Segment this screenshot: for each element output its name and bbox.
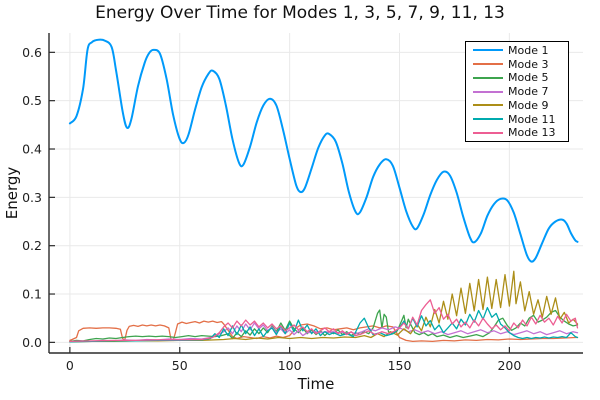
x-tick-label: 200 bbox=[497, 358, 521, 373]
series-group bbox=[68, 38, 579, 343]
y-tick-label: 0.6 bbox=[22, 45, 42, 60]
y-tick-label: 0.5 bbox=[22, 93, 42, 108]
legend-item-mode-9: Mode 9 bbox=[466, 99, 568, 112]
legend-line-swatch bbox=[473, 118, 503, 120]
legend-label: Mode 5 bbox=[508, 71, 549, 85]
legend-item-mode-3: Mode 3 bbox=[466, 58, 568, 71]
series-mode-11 bbox=[69, 306, 579, 343]
x-axis-label: Time bbox=[297, 375, 335, 393]
legend-label: Mode 1 bbox=[508, 43, 549, 57]
legend-label: Mode 13 bbox=[508, 126, 556, 140]
x-tick-label: 100 bbox=[278, 358, 302, 373]
legend-item-mode-7: Mode 7 bbox=[466, 85, 568, 98]
series-mode-3 bbox=[69, 320, 579, 343]
legend-line-swatch bbox=[473, 63, 503, 65]
series-mode-13 bbox=[69, 299, 579, 343]
legend-label: Mode 3 bbox=[508, 57, 549, 71]
x-tick-label: 50 bbox=[172, 358, 188, 373]
legend-item-mode-1: Mode 1 bbox=[466, 44, 568, 57]
legend-item-mode-5: Mode 5 bbox=[466, 71, 568, 84]
legend-line-swatch bbox=[473, 104, 503, 107]
legend-label: Mode 7 bbox=[508, 85, 549, 98]
legend: Mode 1 Mode 3 Mode 5 Mode 7 Mode 9 Mode 11 Mod… bbox=[465, 41, 569, 142]
legend-item-mode-11: Mode 11 bbox=[466, 113, 568, 126]
y-tick-label: 0.4 bbox=[22, 142, 42, 157]
chart-title: Energy Over Time for Modes 1, 3, 5, 7, 9… bbox=[95, 3, 505, 23]
y-tick-label: 0.2 bbox=[22, 238, 42, 253]
series-mode-1 bbox=[68, 38, 579, 263]
y-tick-label: 0.0 bbox=[22, 335, 42, 350]
legend-label: Mode 11 bbox=[508, 112, 556, 126]
x-tick-label: 0 bbox=[66, 358, 74, 373]
legend-item-mode-13: Mode 13 bbox=[466, 126, 568, 139]
y-tick-label: 0.3 bbox=[22, 190, 42, 205]
axes: 0 50 100 150 200 0.0 0.1 0.2 0.3 0.4 0.5 0.6 bbox=[22, 33, 583, 373]
legend-line-swatch bbox=[473, 131, 503, 134]
x-tick-label: 150 bbox=[388, 358, 412, 373]
legend-label: Mode 9 bbox=[508, 98, 549, 112]
legend-line-swatch bbox=[473, 90, 503, 93]
legend-line-swatch bbox=[473, 76, 503, 79]
series-mode-9 bbox=[69, 270, 579, 343]
legend-line-swatch bbox=[473, 49, 503, 52]
y-tick-label: 0.1 bbox=[22, 287, 42, 302]
y-axis-label: Energy bbox=[3, 166, 21, 220]
